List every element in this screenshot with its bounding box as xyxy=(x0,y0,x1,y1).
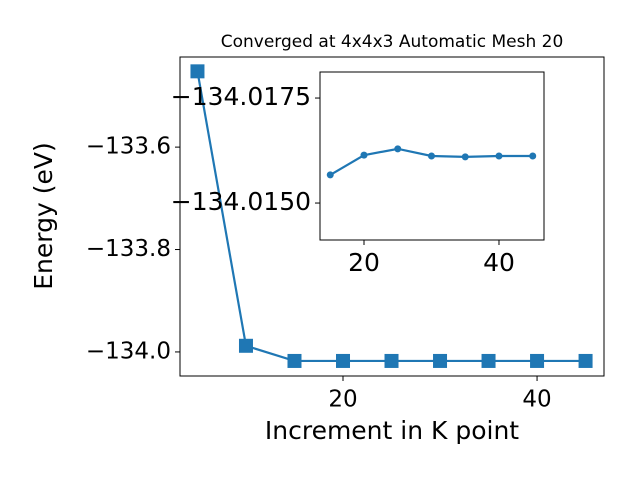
marker xyxy=(481,353,496,368)
x-tick-label: 40 xyxy=(522,387,551,413)
marker xyxy=(190,64,205,79)
marker xyxy=(461,153,469,161)
marker xyxy=(287,353,302,368)
marker xyxy=(529,152,537,160)
y-tick-label: −133.6 xyxy=(86,134,171,160)
marker xyxy=(326,171,334,179)
y-axis-label: Energy (eV) xyxy=(29,142,58,289)
x-axis-label: Increment in K point xyxy=(265,416,519,445)
marker xyxy=(394,145,402,153)
marker xyxy=(578,353,593,368)
marker xyxy=(495,152,503,160)
x-tick-label: 20 xyxy=(348,248,380,277)
marker xyxy=(427,152,435,160)
marker xyxy=(530,353,545,368)
marker xyxy=(433,353,448,368)
chart-title: Converged at 4x4x3 Automatic Mesh 20 xyxy=(221,32,564,52)
y-tick-label: −133.8 xyxy=(86,236,171,262)
y-tick-label: −134.0150 xyxy=(171,187,311,216)
x-tick-label: 20 xyxy=(328,387,357,413)
marker xyxy=(360,151,368,159)
marker xyxy=(384,353,399,368)
marker xyxy=(238,338,253,353)
y-tick-label: −134.0175 xyxy=(171,82,311,111)
y-tick-label: −134.0 xyxy=(86,338,171,364)
marker xyxy=(336,353,351,368)
x-tick-label: 40 xyxy=(483,248,515,277)
axes-frame xyxy=(179,56,605,377)
axes-frame xyxy=(319,71,545,241)
